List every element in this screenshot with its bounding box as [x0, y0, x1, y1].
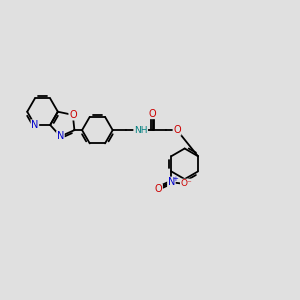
Text: O: O — [69, 110, 76, 120]
Text: NH: NH — [134, 126, 147, 135]
Text: O⁻: O⁻ — [181, 179, 192, 188]
Text: N: N — [168, 177, 175, 187]
Text: O: O — [149, 109, 156, 118]
Text: N: N — [31, 120, 39, 130]
Text: N: N — [57, 131, 64, 141]
Text: O: O — [155, 184, 162, 194]
Text: O: O — [173, 125, 181, 135]
Text: +: + — [172, 176, 178, 182]
